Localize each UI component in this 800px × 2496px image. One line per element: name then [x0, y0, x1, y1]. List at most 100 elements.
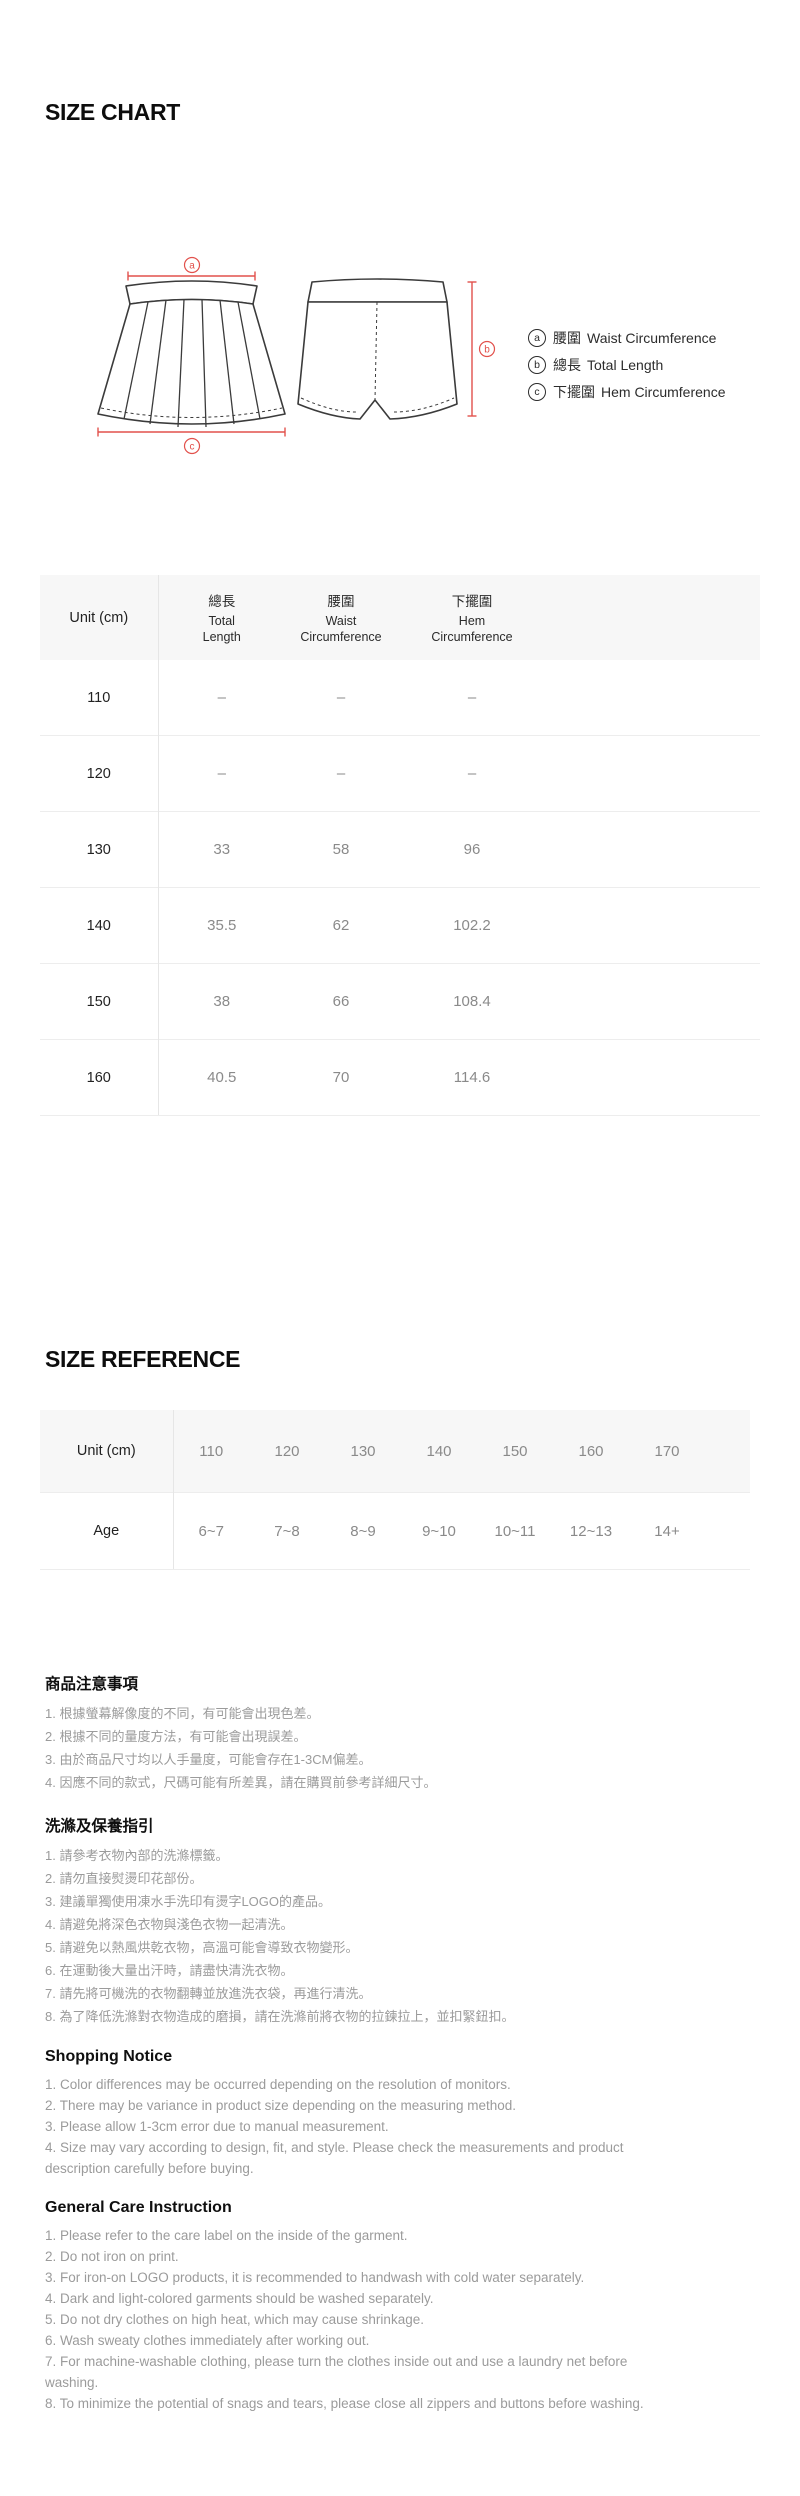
notice-item: 4. Dark and light-colored garments shoul… [45, 2291, 434, 2306]
value-cell: 38 [158, 963, 285, 1040]
legend-item: a 腰圍 Waist Circumference [528, 324, 725, 351]
column-header-hem: 下擺圍 Hem Circumference [397, 575, 547, 660]
filler-cell [547, 887, 760, 964]
legend-label-en: Total Length [587, 356, 664, 373]
size-cell: 110 [173, 1410, 249, 1493]
size-cell: 160 [553, 1410, 629, 1493]
notice-item: 3. For iron-on LOGO products, it is reco… [45, 2270, 585, 2285]
notice-item: 3. 建議單獨使用凍水手洗印有燙字LOGO的產品。 [45, 1894, 332, 1909]
age-cell: 12~13 [553, 1492, 629, 1570]
value-cell: 108.4 [397, 963, 547, 1040]
marker-b-icon: b [528, 355, 546, 374]
unit-header: Unit (cm) [40, 1410, 174, 1493]
notice-item: 1. Color differences may be occurred dep… [45, 2077, 511, 2092]
marker-c-icon: c [190, 442, 195, 453]
notice-item: 1. Please refer to the care label on the… [45, 2228, 408, 2243]
filler-cell [547, 1039, 760, 1116]
filler-cell [547, 963, 760, 1040]
notice-item: 3. 由於商品尺寸均以人手量度，可能會存在1-3CM偏差。 [45, 1752, 372, 1767]
measure-b-marker: b [467, 281, 496, 417]
notice-item: 2. 請勿直接熨燙印花部份。 [45, 1871, 203, 1886]
age-header: Age [40, 1492, 174, 1570]
value-cell: – [285, 735, 397, 812]
unit-header: Unit (cm) [40, 575, 159, 660]
legend-label-zh: 下擺圍 [553, 383, 595, 400]
notice-item: 1. 請參考衣物內部的洗滌標籤。 [45, 1848, 229, 1863]
marker-b-icon: b [484, 345, 490, 356]
measurement-legend: a 腰圍 Waist Circumference b 總長 Total Leng… [528, 324, 725, 405]
notice-item: 2. Do not iron on print. [45, 2249, 179, 2264]
notice-item: 2. 根據不同的量度方法，有可能會出現誤差。 [45, 1729, 307, 1744]
notice-item: 4. 因應不同的款式，尺碼可能有所差異，請在購買前參考詳細尺寸。 [45, 1775, 437, 1790]
value-cell: 102.2 [397, 887, 547, 964]
notice-item: 2. There may be variance in product size… [45, 2098, 517, 2113]
filler-cell [547, 735, 760, 812]
notice-title: 洗滌及保養指引 [45, 1818, 154, 1835]
notice-title: General Care Instruction [45, 2199, 232, 2216]
marker-a-icon: a [189, 261, 195, 272]
measure-a-marker: a [127, 256, 256, 281]
table-row: 160 40.5 70 114.6 [40, 1039, 760, 1116]
age-cell: 9~10 [401, 1492, 477, 1570]
size-chart-table: Unit (cm) 總長 Total Length 腰圍 Waist Circu… [40, 575, 760, 1116]
table-row: 120 – – – [40, 735, 760, 812]
table-row: 110 – – – [40, 660, 760, 736]
notice-title: Shopping Notice [45, 2048, 173, 2065]
notices-block: 商品注意事項 1. 根據螢幕解像度的不同，有可能會出現色差。 2. 根據不同的量… [45, 1672, 755, 2434]
value-cell: – [397, 735, 547, 812]
table-row: 150 38 66 108.4 [40, 963, 760, 1040]
notice-item: 8. 為了降低洗滌對衣物造成的磨損，請在洗滌前將衣物的拉鍊拉上，並扣緊鈕扣。 [45, 2009, 515, 2024]
value-cell: 70 [285, 1039, 397, 1116]
size-reference-table: Unit (cm) 110 120 130 140 150 160 170 Ag… [40, 1410, 750, 1570]
value-cell: 33 [158, 811, 285, 888]
filler-cell [705, 1492, 750, 1570]
notice-item: 7. For machine-washable clothing, please… [45, 2354, 628, 2390]
notice-item: 1. 根據螢幕解像度的不同，有可能會出現色差。 [45, 1706, 320, 1721]
table-row: 140 35.5 62 102.2 [40, 887, 760, 964]
age-cell: 6~7 [173, 1492, 249, 1570]
table-row: 130 33 58 96 [40, 811, 760, 888]
table-header-row: Unit (cm) 總長 Total Length 腰圍 Waist Circu… [40, 575, 760, 660]
notice-item: 3. Please allow 1-3cm error due to manua… [45, 2119, 389, 2134]
value-cell: 35.5 [158, 887, 285, 964]
legend-label-zh: 腰圍 [553, 329, 581, 346]
legend-label-en: Waist Circumference [587, 329, 717, 346]
size-cell: 120 [249, 1410, 325, 1493]
value-cell: 66 [285, 963, 397, 1040]
size-reference-heading: SIZE REFERENCE [45, 1346, 241, 1372]
size-cell: 150 [477, 1410, 553, 1493]
value-cell: 96 [397, 811, 547, 888]
size-cell: 130 [325, 1410, 401, 1493]
value-cell: 40.5 [158, 1039, 285, 1116]
value-cell: 62 [285, 887, 397, 964]
filler-cell [547, 660, 760, 736]
notice-item: 5. 請避免以熱風烘乾衣物，高溫可能會導致衣物變形。 [45, 1940, 359, 1955]
notice-item: 6. Wash sweaty clothes immediately after… [45, 2333, 370, 2348]
value-cell: – [467, 689, 477, 706]
notice-section-care-zh: 洗滌及保養指引 1. 請參考衣物內部的洗滌標籤。 2. 請勿直接熨燙印花部份。 … [45, 1814, 755, 2028]
size-cell: 140 [401, 1410, 477, 1493]
notice-item: 6. 在運動後大量出汗時，請盡快清洗衣物。 [45, 1963, 294, 1978]
age-cell: 8~9 [325, 1492, 401, 1570]
legend-label-zh: 總長 [553, 356, 581, 373]
marker-a-icon: a [528, 328, 546, 347]
notice-title: 商品注意事項 [45, 1676, 139, 1693]
column-header-waist: 腰圍 Waist Circumference [285, 575, 397, 660]
legend-item: c 下擺圍 Hem Circumference [528, 378, 725, 405]
notice-item: 5. Do not dry clothes on high heat, whic… [45, 2312, 424, 2327]
notice-item: 7. 請先將可機洗的衣物翻轉並放進洗衣袋，再進行清洗。 [45, 1986, 372, 2001]
size-cell: 120 [40, 735, 159, 812]
notice-item: 4. 請避免將深色衣物與淺色衣物一起清洗。 [45, 1917, 294, 1932]
skirt-front-diagram: a c [97, 256, 286, 455]
age-cell: 7~8 [249, 1492, 325, 1570]
value-cell: – [336, 689, 346, 706]
size-cell: 130 [40, 811, 159, 888]
size-chart-heading: SIZE CHART [45, 99, 181, 125]
legend-item: b 總長 Total Length [528, 351, 725, 378]
notice-section-shopping-en: Shopping Notice 1. Color differences may… [45, 2048, 667, 2179]
size-cell: 140 [40, 887, 159, 964]
size-cell: 170 [629, 1410, 705, 1493]
value-cell: – [158, 735, 285, 812]
age-cell: 14+ [629, 1492, 705, 1570]
value-cell: 58 [285, 811, 397, 888]
